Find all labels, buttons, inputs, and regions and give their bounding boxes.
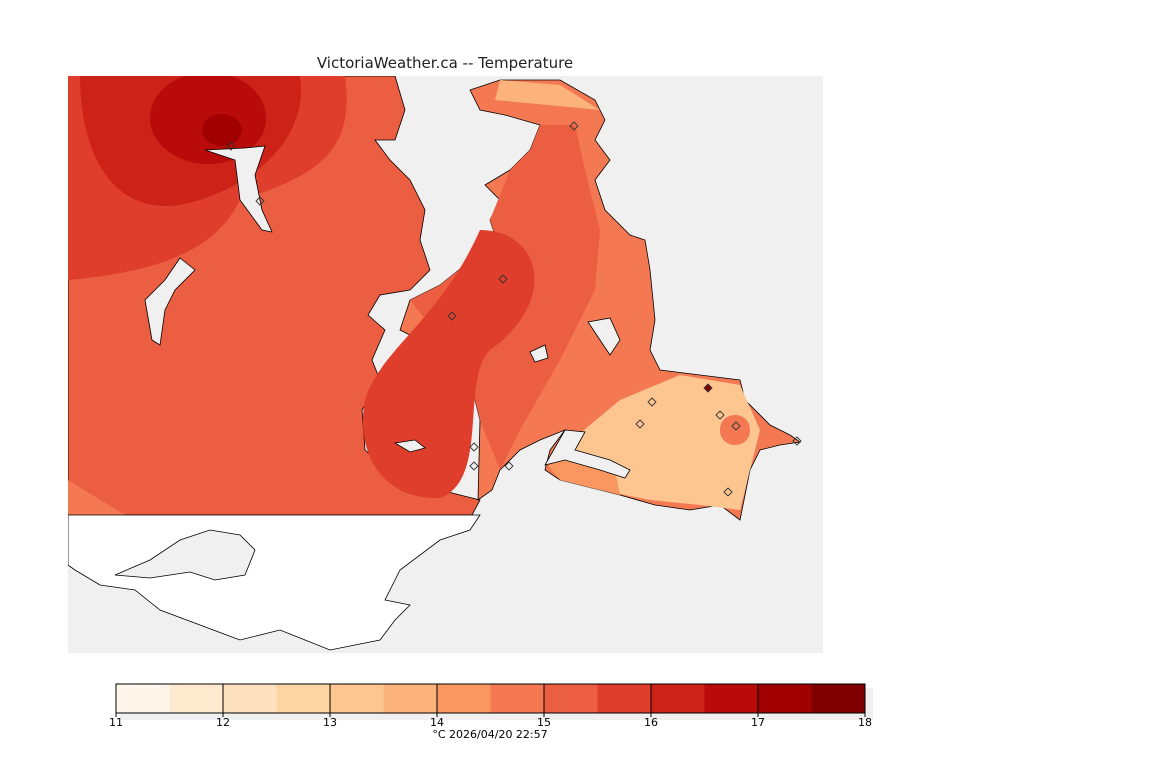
inlet	[204, 145, 273, 233]
legend-swatch	[758, 684, 812, 713]
lake	[529, 344, 549, 363]
station-marker-icon[interactable]	[703, 383, 713, 393]
station-marker-icon[interactable]	[447, 311, 457, 321]
station-marker-icon[interactable]	[255, 196, 265, 206]
legend-tick-label: 16	[644, 716, 658, 729]
station-marker-icon[interactable]	[226, 141, 236, 151]
legend-swatch	[704, 684, 759, 713]
legend-tick-label: 12	[216, 716, 230, 729]
station-markers	[226, 121, 802, 497]
station-marker-icon[interactable]	[715, 410, 725, 420]
station-marker-icon[interactable]	[504, 461, 514, 471]
legend-tick-label: 18	[858, 716, 872, 729]
legend-swatch	[223, 684, 277, 713]
legend-swatch	[169, 684, 224, 713]
legend-swatch	[544, 684, 598, 713]
lake	[144, 257, 196, 346]
legend-swatch	[383, 684, 438, 713]
station-marker-icon[interactable]	[647, 397, 657, 407]
legend-tick-label: 14	[430, 716, 444, 729]
legend-tick-label: 11	[109, 716, 123, 729]
legend-swatch	[116, 684, 170, 713]
station-marker-icon[interactable]	[723, 487, 733, 497]
us-bay	[114, 529, 256, 581]
legend-swatch	[597, 684, 652, 713]
legend-swatch	[651, 684, 705, 713]
lake	[587, 317, 621, 356]
legend-swatch	[490, 684, 545, 713]
station-marker-icon[interactable]	[469, 442, 479, 452]
legend-swatch	[276, 684, 331, 713]
legend-tick-label: 13	[323, 716, 337, 729]
station-marker-icon[interactable]	[792, 436, 802, 446]
legend-border	[115, 683, 866, 714]
map-title: VictoriaWeather.ca -- Temperature	[316, 54, 574, 72]
contour-14-north	[495, 80, 600, 110]
legend-tick-label: 17	[751, 716, 765, 729]
station-marker-icon[interactable]	[498, 274, 508, 284]
station-marker-icon[interactable]	[569, 121, 579, 131]
contour-15-5-south	[362, 230, 535, 499]
lake	[393, 439, 426, 453]
station-marker-icon[interactable]	[635, 419, 645, 429]
station-marker-icon[interactable]	[731, 421, 741, 431]
legend-caption: °C 2026/04/20 22:57	[432, 728, 548, 741]
legend-swatch	[811, 684, 866, 713]
station-marker-icon[interactable]	[469, 461, 479, 471]
legend-tick-label: 15	[537, 716, 551, 729]
legend-swatch	[330, 684, 384, 713]
legend-swatch	[437, 684, 491, 713]
warm-spot	[720, 415, 750, 445]
contour-17	[202, 114, 242, 146]
contour-14-5	[68, 480, 125, 515]
harbour	[544, 429, 631, 479]
